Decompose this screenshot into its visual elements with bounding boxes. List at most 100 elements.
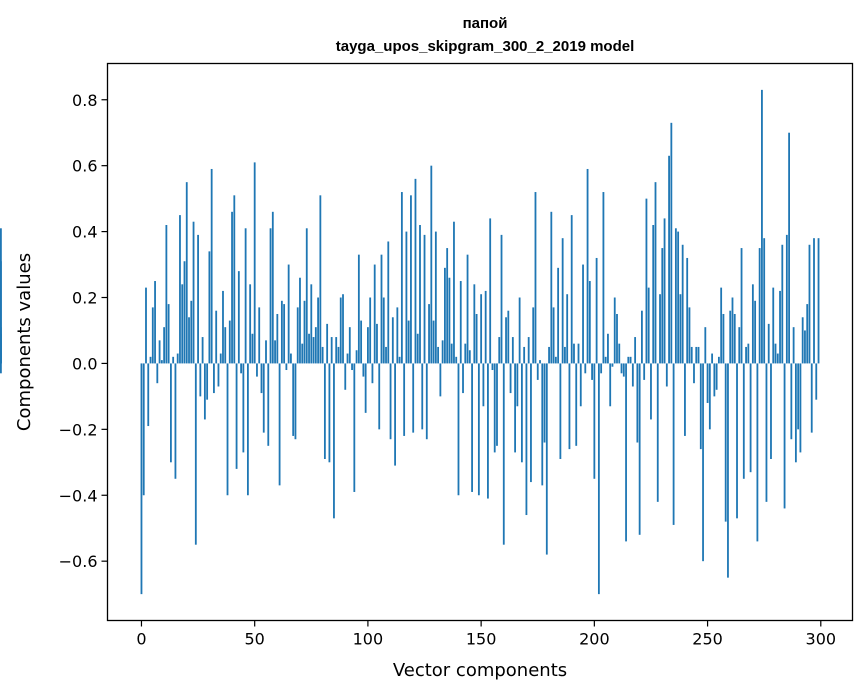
- bar: [697, 346, 700, 364]
- bar: [502, 363, 505, 545]
- bar: [779, 290, 781, 364]
- bar: [251, 333, 254, 364]
- bar: [536, 363, 539, 380]
- y-tick-label: −0.4: [59, 486, 98, 505]
- bar: [566, 294, 569, 364]
- bar: [509, 363, 512, 394]
- bar: [631, 363, 634, 387]
- bar: [432, 320, 435, 364]
- x-tick-label: 100: [353, 630, 384, 649]
- bar: [396, 307, 399, 364]
- bar: [636, 363, 639, 443]
- bar: [568, 363, 571, 450]
- bar: [480, 294, 483, 364]
- y-tick-label: 0.4: [72, 223, 97, 242]
- bar: [160, 360, 163, 364]
- bar: [489, 218, 492, 364]
- bar: [140, 363, 143, 595]
- bar: [292, 363, 295, 436]
- bar: [738, 327, 741, 364]
- bar: [668, 155, 670, 364]
- bar: [185, 182, 188, 364]
- bar: [717, 356, 720, 364]
- bar: [362, 363, 365, 377]
- bar: [588, 281, 591, 364]
- bar: [425, 363, 428, 440]
- bar: [285, 363, 288, 371]
- bar: [371, 363, 374, 384]
- bar: [564, 346, 566, 364]
- bar: [330, 337, 333, 364]
- bar: [788, 132, 790, 364]
- bar: [711, 353, 714, 364]
- bar: [256, 363, 258, 377]
- bar: [296, 307, 299, 364]
- bar: [360, 320, 363, 364]
- bar: [715, 363, 718, 390]
- bar: [430, 165, 433, 364]
- bar: [573, 343, 575, 364]
- bar: [733, 313, 736, 364]
- bar: [799, 363, 802, 453]
- bar: [437, 346, 440, 364]
- bar: [385, 346, 387, 364]
- bar: [477, 363, 480, 496]
- bar: [765, 363, 768, 502]
- bar: [294, 363, 297, 440]
- bar: [312, 337, 315, 364]
- bar: [763, 238, 766, 364]
- bar: [756, 363, 759, 542]
- bar: [147, 363, 150, 427]
- bar: [654, 182, 657, 364]
- bar: [650, 363, 652, 420]
- bar: [543, 363, 546, 443]
- bar: [439, 363, 442, 397]
- bar: [613, 297, 616, 364]
- bar: [595, 257, 598, 364]
- bar: [373, 264, 376, 364]
- chart-title-line2: tayga_upos_skipgram_300_2_2019 model: [336, 38, 635, 55]
- bar: [722, 313, 725, 364]
- x-tick-label: 150: [466, 630, 497, 649]
- bar: [747, 343, 750, 364]
- bar: [618, 343, 621, 364]
- bar: [656, 363, 659, 502]
- bar: [663, 218, 666, 364]
- bar: [686, 257, 689, 364]
- bar: [412, 363, 415, 433]
- bar: [794, 363, 797, 463]
- bar: [781, 244, 784, 364]
- bar: [151, 307, 154, 364]
- bar: [484, 290, 487, 364]
- bar: [364, 363, 367, 413]
- bar: [172, 356, 175, 364]
- bar: [767, 323, 770, 364]
- bar: [142, 363, 145, 496]
- bar: [407, 320, 410, 364]
- plot-frame: [106, 62, 854, 622]
- bar: [706, 363, 709, 403]
- bar: [280, 300, 283, 364]
- bar: [609, 363, 612, 407]
- bar: [593, 363, 596, 479]
- bar: [625, 363, 627, 542]
- bar: [804, 330, 806, 364]
- bar: [464, 343, 467, 364]
- bar: [776, 353, 779, 364]
- bar: [260, 363, 263, 394]
- bar: [813, 238, 815, 364]
- bar: [328, 363, 331, 463]
- bar: [419, 225, 421, 364]
- bar: [527, 337, 530, 364]
- bar: [434, 231, 437, 364]
- bar: [652, 225, 655, 364]
- bar: [305, 228, 308, 364]
- bar: [505, 317, 507, 364]
- bar: [570, 215, 573, 364]
- bar: [586, 168, 589, 364]
- bar: [167, 304, 170, 364]
- bar: [158, 340, 161, 364]
- bar: [190, 300, 193, 364]
- bar: [491, 363, 494, 371]
